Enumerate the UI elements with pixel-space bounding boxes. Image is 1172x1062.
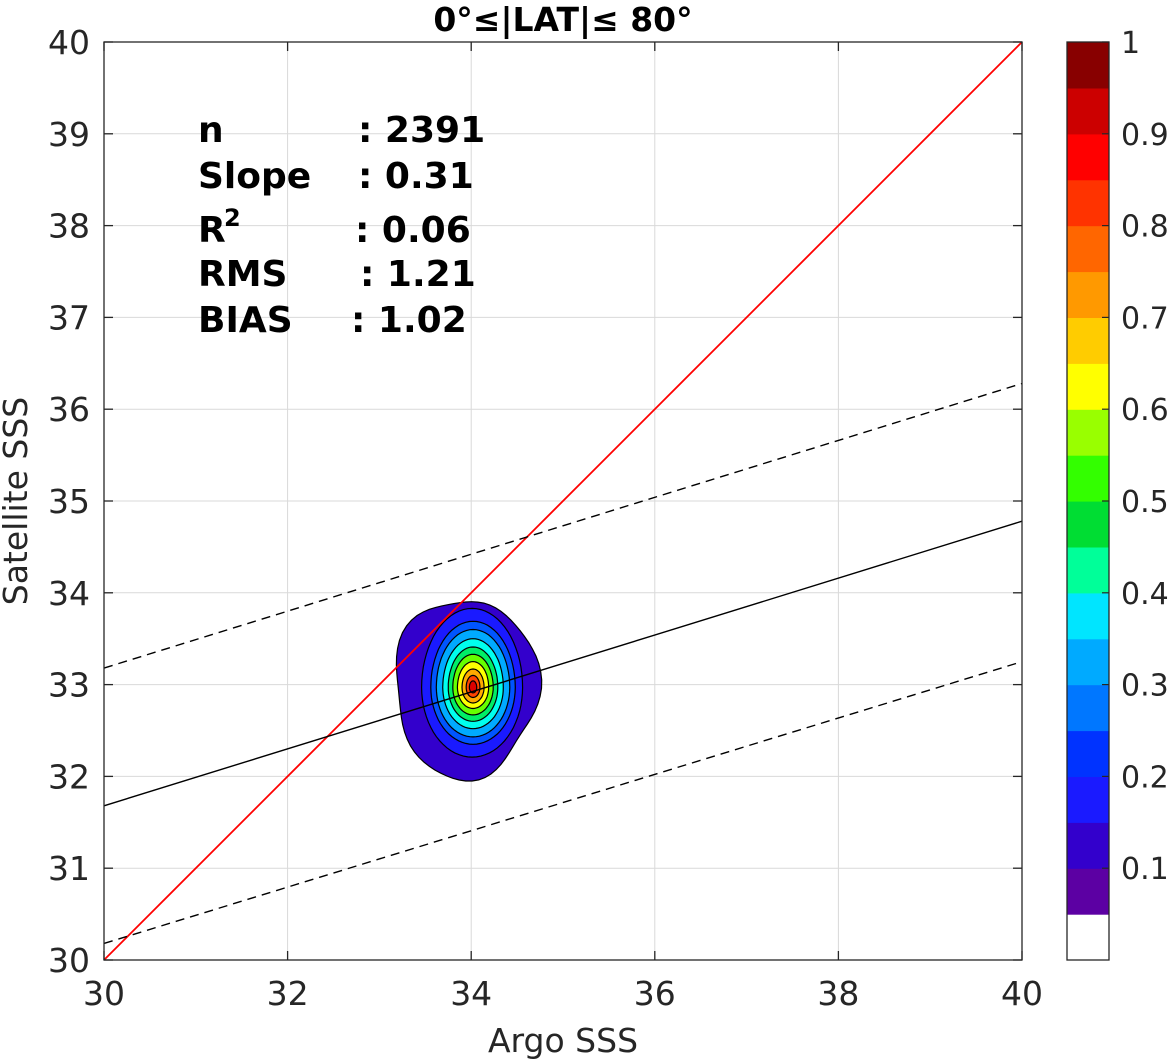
colorbar-tick-label: 0.8 [1121, 210, 1169, 245]
chart-title: 0°≤|LAT|≤ 80° [433, 0, 692, 39]
x-tick-label: 30 [83, 974, 125, 1013]
stat-value: : 0.31 [358, 156, 474, 197]
colorbar: 0.1 0.2 0.3 0.4 0.5 0.6 0.7 0.8 0.9 1 [1066, 26, 1169, 961]
colorbar-band [1067, 501, 1109, 548]
stat-label: RMS [198, 254, 287, 295]
stat-superscript: 2 [224, 204, 241, 232]
stat-value: : 0.06 [355, 210, 471, 251]
upper-bound-line [103, 382, 1023, 669]
y-tick-label: 38 [48, 207, 90, 246]
y-tick-label: 39 [48, 115, 90, 154]
y-axis-title: Satellite SSS [0, 397, 35, 606]
colorbar-tick-label: 0.3 [1121, 669, 1169, 704]
one-to-one-line [103, 41, 1023, 961]
stat-value: : 1.02 [351, 300, 467, 341]
colorbar-tick-label: 0.2 [1121, 760, 1169, 795]
y-tick-label: 31 [48, 849, 90, 888]
reference-lines [103, 41, 1023, 961]
lower-bound-line [103, 660, 1023, 945]
stats-box: n : 2391 Slope : 0.31 R2 : 0.06 RMS : 1.21 BIAS:… [198, 110, 485, 341]
colorbar-band [1067, 179, 1109, 227]
colorbar-band [1067, 42, 1109, 89]
y-tick-label: 35 [48, 482, 90, 521]
colorbar-band [1067, 546, 1109, 594]
y-tick-label: 34 [48, 574, 90, 613]
stat-value: : 1.21 [360, 254, 476, 295]
stat-label: R [198, 210, 226, 251]
stat-value: : 2391 [358, 110, 485, 151]
colorbar-band [1067, 914, 1109, 961]
colorbar-band [1067, 409, 1109, 456]
density-contours [395, 601, 543, 782]
x-tick-label: 32 [267, 974, 309, 1013]
colorbar-band [1067, 592, 1109, 640]
colorbar-band [1067, 822, 1109, 869]
colorbar-band [1067, 455, 1109, 502]
y-tick-label: 32 [48, 757, 90, 796]
x-axis-title: Argo SSS [488, 1021, 638, 1060]
colorbar-tick-label: 0.7 [1121, 301, 1169, 336]
colorbar-band [1067, 868, 1109, 915]
colorbar-band [1067, 133, 1109, 181]
colorbar-tick-label: 1 [1121, 26, 1140, 61]
y-tick-label: 33 [48, 666, 90, 705]
colorbar-band [1067, 638, 1109, 686]
colorbar-tick-label: 0.5 [1121, 485, 1169, 520]
x-tick-label: 36 [634, 974, 676, 1013]
axis-ticks: 30 32 34 36 38 40 30 31 32 33 34 35 36 37 38 39 40 [48, 23, 1043, 1013]
y-tick-label: 30 [48, 941, 90, 980]
x-tick-label: 34 [450, 974, 492, 1013]
x-tick-label: 40 [1001, 974, 1043, 1013]
colorbar-band [1067, 271, 1109, 318]
colorbar-band [1067, 317, 1109, 364]
y-tick-label: 40 [48, 23, 90, 62]
colorbar-tick-label: 0.6 [1121, 393, 1169, 428]
x-tick-label: 38 [817, 974, 859, 1013]
colorbar-band [1067, 730, 1109, 777]
colorbar-band [1067, 684, 1109, 732]
y-tick-label: 36 [48, 390, 90, 429]
colorbar-tick-label: 0.1 [1121, 852, 1169, 887]
contour-level [468, 680, 478, 694]
colorbar-band [1067, 87, 1109, 135]
colorbar-band [1067, 225, 1109, 273]
colorbar-tick-label: 0.9 [1121, 118, 1169, 153]
colorbar-tick-label: 0.4 [1121, 577, 1169, 612]
regression-line [103, 520, 1023, 807]
colorbar-band [1067, 776, 1109, 823]
stat-label: n [198, 110, 224, 151]
y-tick-label: 37 [48, 298, 90, 337]
stat-label: Slope [198, 156, 311, 197]
stat-label: BIAS [198, 300, 293, 341]
colorbar-band [1067, 363, 1109, 410]
